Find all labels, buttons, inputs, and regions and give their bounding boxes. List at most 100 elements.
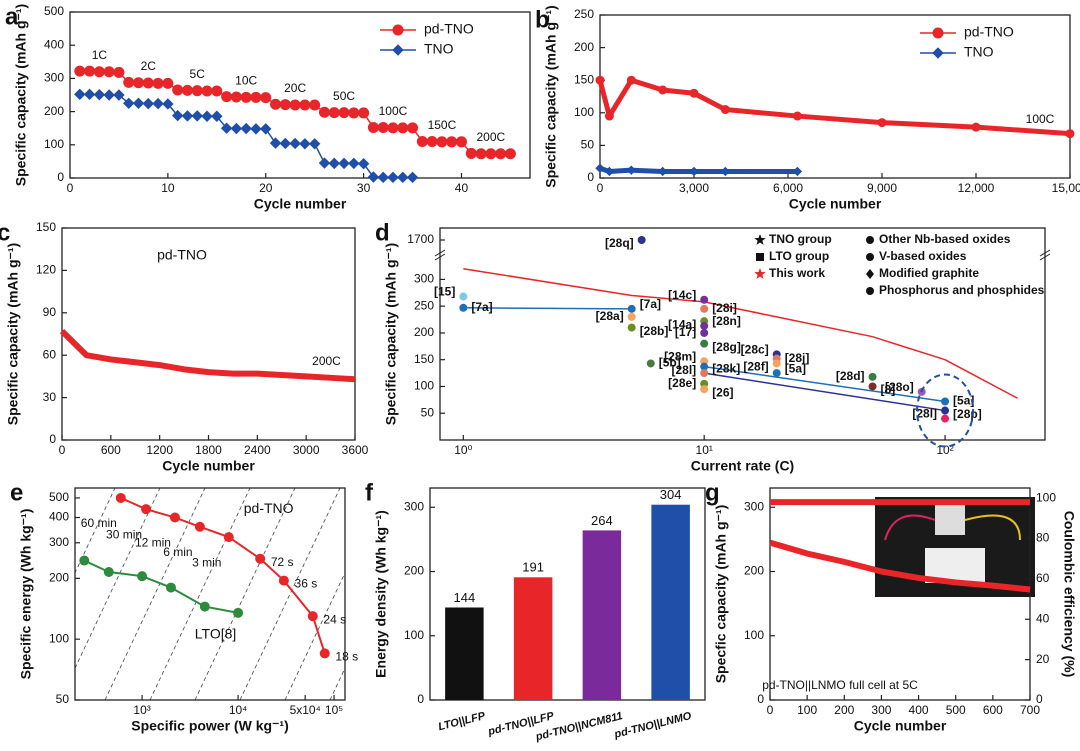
marker — [279, 99, 291, 111]
plot-frame — [439, 227, 1046, 441]
annotation: pd-TNO — [157, 247, 207, 263]
y-tick-label: 0 — [49, 432, 56, 446]
annotation: 72 s — [271, 555, 294, 569]
marker — [142, 77, 154, 89]
annotation: 150C — [428, 118, 457, 132]
marker — [103, 66, 115, 78]
y-tick-label: 100 — [574, 105, 594, 119]
y-axis-title: Specific capacity (mAh g⁻¹) — [13, 4, 29, 186]
annotation: 100C — [1026, 112, 1055, 126]
marker — [123, 76, 135, 88]
annotation: 30 min — [106, 527, 142, 541]
x-tick-label: 3600 — [342, 443, 369, 457]
annotation: 50C — [333, 89, 355, 103]
marker — [230, 91, 242, 103]
panel-label: d — [375, 219, 390, 246]
y-tick-label: 120 — [36, 263, 56, 277]
marker — [338, 107, 350, 119]
reference-point — [941, 414, 950, 423]
marker — [172, 84, 184, 96]
y-tick-label: 100 — [44, 137, 64, 151]
marker — [162, 77, 174, 89]
x-axis-title: Specific power (W kg⁻¹) — [131, 718, 289, 734]
x-tick-label: 40 — [455, 181, 469, 195]
marker — [93, 66, 105, 78]
reference-point — [868, 372, 877, 381]
reference-label: [28p] — [953, 407, 982, 421]
marker — [348, 107, 360, 119]
y-tick-label: 0 — [587, 170, 594, 184]
marker — [309, 99, 321, 111]
marker — [657, 166, 668, 177]
marker — [328, 157, 340, 170]
marker — [392, 24, 404, 36]
y-tick-label: 50 — [421, 405, 435, 419]
x-tick-label: 400 — [909, 703, 929, 717]
x-tick-label: 500 — [946, 703, 966, 717]
marker — [199, 601, 210, 612]
reference-point — [941, 406, 950, 415]
annotation: 18 s — [335, 650, 358, 664]
annotation: 200C — [477, 130, 506, 144]
y-axis-title: Specific energy (Wh kg⁻¹) — [18, 509, 34, 680]
legend-symbol — [866, 236, 874, 244]
x-tick-label: 0 — [59, 443, 66, 457]
reference-point — [700, 304, 709, 313]
y-tick-label: 100 — [414, 379, 434, 393]
marker — [152, 97, 164, 110]
plot-frame — [69, 11, 531, 179]
marker — [377, 122, 389, 134]
y-tick-label: 200 — [49, 571, 69, 585]
series-line — [597, 77, 1071, 137]
x-tick-label: 300 — [871, 703, 891, 717]
y-tick-label: 50 — [56, 692, 70, 706]
x-tick-label: 5x10⁴ — [290, 703, 321, 717]
marker — [308, 138, 321, 150]
x-axis-title: Cycle number — [254, 196, 347, 212]
marker — [269, 137, 282, 149]
x-tick-label: 10³ — [133, 703, 150, 717]
reference-point — [459, 292, 468, 301]
reference-point — [941, 397, 950, 406]
legend-label: Modified graphite — [879, 266, 979, 280]
annotation: 12 min — [135, 536, 171, 550]
marker — [233, 607, 244, 618]
x-tick-label: 15,000 — [1052, 181, 1080, 195]
legend-label: TNO group — [769, 232, 832, 246]
x-tick-label: 3000 — [293, 443, 320, 457]
y-axis-title: Specific capacity (mAh g⁻¹) — [5, 243, 21, 425]
value-label: 191 — [522, 560, 544, 575]
y-tick-label: 150 — [36, 220, 56, 234]
x-tick-label: 6,000 — [773, 181, 803, 195]
x-axis-title: Cycle number — [789, 196, 882, 212]
panel-label: e — [10, 479, 23, 506]
annotation: 200C — [312, 354, 341, 368]
annotation: 36 s — [295, 577, 318, 591]
y-tick-label: 150 — [414, 352, 434, 366]
marker — [221, 91, 233, 103]
marker — [250, 91, 262, 103]
plot-frame — [769, 487, 1031, 701]
marker — [113, 66, 125, 78]
marker — [392, 44, 404, 56]
bar — [445, 607, 484, 700]
marker — [604, 166, 615, 177]
marker — [103, 567, 114, 578]
y-tick-label: 60 — [1036, 571, 1050, 585]
y-tick-label: 500 — [44, 4, 64, 18]
x-tick-label: 30 — [357, 181, 371, 195]
legend-label: LTO group — [769, 249, 829, 263]
marker — [181, 110, 194, 122]
marker — [289, 137, 301, 150]
y-tick-label: 200 — [404, 564, 424, 578]
y-tick-label: 200 — [44, 104, 64, 118]
marker — [689, 88, 699, 98]
legend-label: V-based oxides — [879, 249, 967, 263]
x-axis-title: Cycle number — [854, 718, 947, 734]
marker — [103, 89, 115, 101]
reference-point — [700, 385, 709, 394]
marker — [1065, 129, 1075, 139]
y-tick-label: 250 — [414, 298, 434, 312]
marker — [220, 122, 233, 134]
reference-point — [772, 369, 781, 378]
